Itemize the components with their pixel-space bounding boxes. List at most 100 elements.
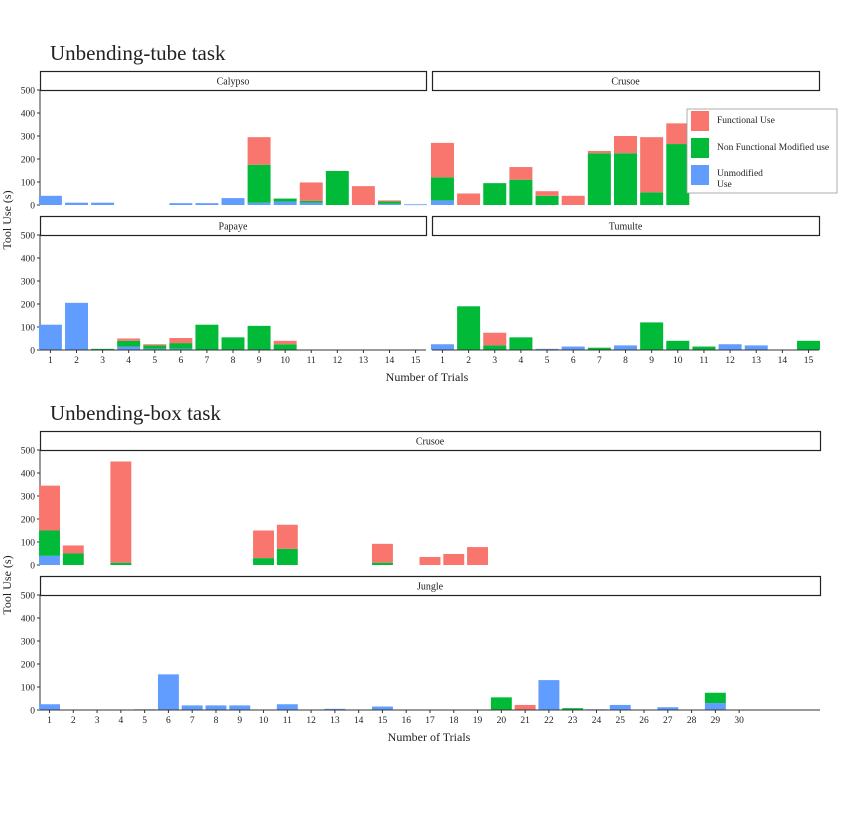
bar-non-functional-trial-6 [169, 343, 193, 349]
bar-functional-trial-10 [253, 530, 274, 559]
bar-non-functional-trial-12 [325, 170, 349, 205]
x-axis-title-1: Number of Trials [388, 730, 471, 744]
bar-functional-trial-8 [613, 136, 638, 154]
x-tick-label: 22 [544, 716, 554, 726]
x-tick-label: 28 [687, 716, 697, 726]
bar-functional-trial-2 [457, 193, 481, 205]
facet-strip-label: Papaye [219, 222, 248, 233]
bar-non-functional-trial-20 [490, 697, 512, 710]
x-tick-label: 5 [152, 356, 157, 366]
x-tick-label: 8 [623, 356, 628, 366]
x-axis-title-0: Number of Trials [386, 370, 469, 384]
x-tick-label: 17 [425, 716, 435, 726]
bar-non-functional-trial-9 [640, 192, 664, 205]
bar-functional-trial-2 [62, 545, 84, 554]
bar-non-functional-trial-8 [221, 337, 245, 350]
legend-label-functional: Functional Use [717, 116, 775, 126]
bar-non-functional-trial-9 [247, 325, 271, 350]
facet-calypso-0: Calypso 0 100 200 300 400 500 [21, 70, 428, 212]
bar-unmodified-trial-8 [613, 345, 638, 350]
bar-functional-trial-15 [371, 543, 393, 563]
x-tick-label: 3 [492, 356, 497, 366]
bar-functional-trial-13 [351, 186, 375, 205]
y-tick-label: 100 [21, 539, 36, 549]
bar-functional-trial-6 [561, 195, 585, 205]
bar-functional-trial-5 [143, 344, 167, 346]
bar-non-functional-trial-5 [143, 345, 167, 349]
x-tick-label: 23 [568, 716, 578, 726]
facet-strip-label: Tumulte [609, 222, 643, 233]
bar-unmodified-trial-29 [704, 703, 726, 710]
legend-swatch-functional [691, 111, 709, 131]
y-tick-label: 500 [21, 232, 36, 242]
facet-strip [39, 430, 822, 452]
bar-non-functional-trial-9 [640, 322, 664, 350]
bar-unmodified-trial-1 [430, 200, 454, 205]
legend-label-unmodified: Unmodified Use [717, 168, 763, 190]
bar-unmodified-trial-5 [143, 348, 167, 350]
y-tick-label: 200 [21, 156, 36, 166]
x-tick-label: 13 [359, 356, 369, 366]
bar-unmodified-trial-1 [430, 344, 454, 350]
bar-functional-trial-11 [276, 524, 298, 549]
facet-strip-label: Crusoe [416, 437, 445, 448]
bar-functional-trial-4 [110, 461, 132, 563]
bar-non-functional-trial-2 [457, 306, 481, 350]
bar-unmodified-trial-10 [273, 201, 297, 205]
bar-unmodified-trial-6 [157, 674, 179, 710]
x-tick-label: 2 [71, 716, 76, 726]
section-title-0: Unbending-tube task [50, 41, 226, 65]
x-tick-label: 5 [142, 716, 147, 726]
bar-non-functional-trial-4 [509, 337, 533, 350]
bar-unmodified-trial-15 [404, 204, 428, 206]
x-tick-label: 9 [237, 716, 242, 726]
x-tick-label: 7 [597, 356, 602, 366]
x-tick-label: 18 [449, 716, 459, 726]
bar-functional-trial-19 [467, 547, 489, 565]
bar-unmodified-trial-3 [91, 202, 115, 205]
bar-functional-trial-9 [640, 137, 664, 193]
y-tick-label: 300 [21, 638, 36, 648]
legend: Functional Use Non Functional Modified us… [686, 108, 838, 194]
bar-functional-trial-1 [39, 485, 60, 531]
bar-functional-trial-4 [117, 338, 141, 341]
x-tick-label: 14 [385, 356, 395, 366]
x-tick-label: 13 [330, 716, 340, 726]
legend-label-non-functional: Non Functional Modified use [717, 142, 829, 153]
x-tick-label: 15 [378, 716, 388, 726]
bar-functional-trial-11 [299, 182, 323, 201]
bar-non-functional-trial-23 [562, 708, 584, 710]
bar-unmodified-trial-9 [247, 202, 271, 205]
y-tick-label: 400 [21, 255, 36, 265]
bar-unmodified-trial-1 [39, 704, 60, 710]
bar-non-functional-trial-4 [110, 562, 132, 565]
x-tick-label: 7 [190, 716, 195, 726]
x-tick-label: 16 [401, 716, 411, 726]
x-tick-label: 27 [663, 716, 673, 726]
bar-unmodified-trial-25 [609, 704, 631, 710]
bar-functional-trial-3 [483, 332, 507, 346]
bar-functional-trial-5 [535, 191, 559, 196]
x-tick-label: 14 [354, 716, 364, 726]
y-tick-label: 400 [21, 615, 36, 625]
bar-functional-trial-21 [514, 704, 536, 710]
x-tick-label: 6 [166, 716, 171, 726]
x-tick-label: 19 [473, 716, 483, 726]
y-tick-label: 500 [21, 447, 36, 457]
bar-functional-trial-10 [273, 340, 297, 345]
facet-strip-label: Calypso [217, 77, 250, 88]
y-tick-label: 400 [21, 110, 36, 120]
x-tick-label: 10 [259, 716, 269, 726]
x-tick-label: 4 [519, 356, 524, 366]
bar-non-functional-trial-10 [273, 344, 297, 350]
bar-non-functional-trial-4 [117, 340, 141, 347]
facet-strip-label: Crusoe [611, 77, 640, 88]
x-tick-label: 8 [231, 356, 236, 366]
y-tick-label: 0 [30, 562, 35, 572]
facet-crusoe-1: Crusoe 0 100 200 300 400 500 [21, 430, 822, 572]
x-tick-label: 8 [214, 716, 219, 726]
bar-unmodified-trial-15 [371, 706, 393, 710]
y-tick-label: 500 [21, 87, 36, 97]
y-tick-label: 300 [21, 493, 36, 503]
